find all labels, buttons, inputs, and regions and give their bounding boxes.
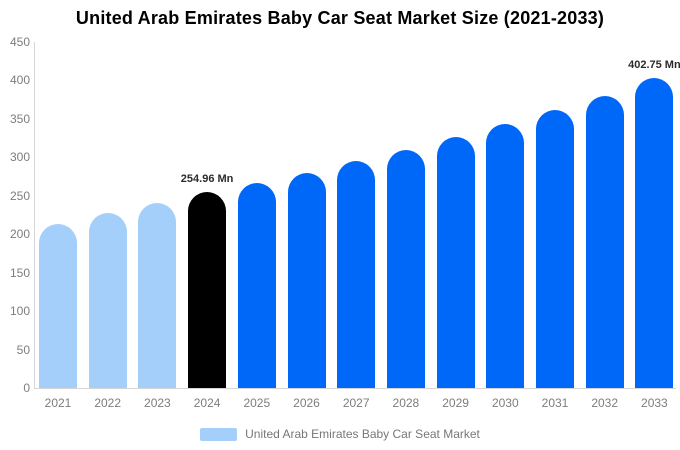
legend-swatch: [200, 427, 238, 441]
y-axis-line: [34, 42, 35, 388]
x-tick-label: 2032: [591, 396, 619, 410]
y-tick-label: 100: [9, 304, 30, 319]
x-tick-label: 2027: [342, 396, 370, 410]
bar-2033[interactable]: [635, 78, 674, 388]
bar-2022[interactable]: [88, 213, 127, 388]
legend-label: United Arab Emirates Baby Car Seat Marke…: [245, 427, 480, 441]
x-tick-label: 2021: [44, 396, 72, 410]
bar-2027[interactable]: [337, 161, 376, 388]
bar-2030[interactable]: [486, 124, 525, 388]
x-tick-label: 2024: [193, 396, 221, 410]
legend: United Arab Emirates Baby Car Seat Marke…: [0, 427, 680, 441]
y-tick-label: 400: [9, 73, 30, 88]
bar-2021[interactable]: [39, 224, 77, 388]
x-tick-label: 2022: [94, 396, 122, 410]
bar-2028[interactable]: [386, 149, 425, 388]
bar-2026[interactable]: [287, 172, 326, 388]
bar-2024[interactable]: [188, 191, 227, 388]
x-tick-label: 2026: [293, 396, 320, 410]
x-tick-label: 2030: [491, 396, 519, 410]
x-tick-label: 2033: [641, 396, 668, 410]
bar-2025[interactable]: [237, 183, 276, 388]
y-tick-label: 50: [16, 342, 30, 357]
y-tick-label: 450: [9, 35, 30, 49]
x-tick-label: 2031: [541, 396, 569, 410]
x-tick-label: 2023: [144, 396, 171, 410]
x-tick-label: 2028: [392, 396, 420, 410]
bar-value-label: 402.75 Mn: [628, 59, 680, 72]
bar-2031[interactable]: [536, 110, 574, 388]
y-tick-label: 350: [9, 111, 30, 126]
x-tick-label: 2025: [243, 396, 271, 410]
y-tick-label: 300: [9, 150, 30, 165]
chart-title: United Arab Emirates Baby Car Seat Marke…: [75, 8, 605, 28]
y-tick-label: 200: [9, 227, 30, 242]
y-tick-label: 150: [9, 265, 30, 280]
y-tick-label: 250: [9, 188, 30, 203]
x-tick-label: 2029: [442, 396, 469, 410]
bar-2029[interactable]: [436, 136, 475, 388]
bar-2032[interactable]: [585, 95, 624, 388]
bar-value-label: 254.96 Mn: [180, 172, 234, 185]
bar-2023[interactable]: [138, 202, 177, 388]
y-tick-label: 0: [23, 381, 30, 395]
x-axis-line: [34, 388, 676, 389]
